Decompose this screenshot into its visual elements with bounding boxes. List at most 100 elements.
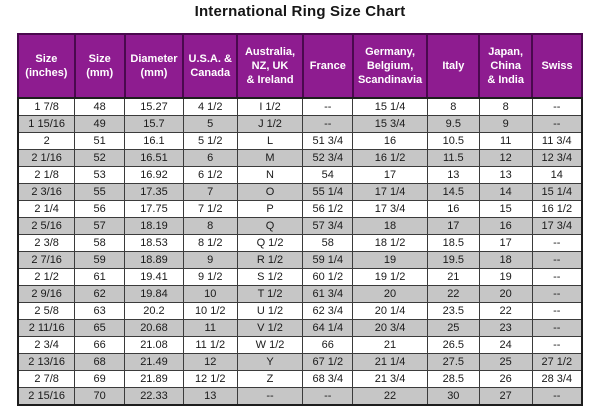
table-cell: 21.49 <box>124 353 184 371</box>
table-cell: 19 <box>478 268 533 286</box>
table-cell: 7 1/2 <box>182 200 238 218</box>
col-header-japan-china-india: Japan, China & India <box>478 33 534 99</box>
table-cell: 26.5 <box>426 336 480 354</box>
table-cell: 56 <box>74 200 126 218</box>
table-cell: 27 1/2 <box>531 353 583 371</box>
table-cell: 16 <box>352 132 428 150</box>
table-cell: 67 1/2 <box>302 353 354 371</box>
table-cell: 8 <box>182 217 238 235</box>
table-cell: P <box>236 200 304 218</box>
table-cell: 13 <box>426 166 480 184</box>
table-cell: 58 <box>74 234 126 252</box>
ring-size-table: Size (inches) Size (mm) Diameter (mm) U.… <box>17 33 583 406</box>
table-cell: 6 <box>182 149 238 167</box>
table-cell: 20 3/4 <box>352 319 428 337</box>
table-row: 2 5/8 63 20.2 10 1/2 U 1/2 62 3/4 20 1/4 23.5 22… <box>17 302 583 320</box>
table-cell: 2 3/4 <box>17 336 76 354</box>
table-cell: 2 3/16 <box>17 183 76 201</box>
table-row: 2 15/16 70 22.33 13 -- -- 22 30 27 -- <box>17 387 583 406</box>
table-cell: 21.08 <box>124 336 184 354</box>
table-cell: 21 <box>426 268 480 286</box>
table-cell: -- <box>531 302 583 320</box>
table-cell: 30 <box>426 387 480 406</box>
table-cell: 1 15/16 <box>17 115 76 133</box>
table-cell: 19 1/2 <box>352 268 428 286</box>
table-cell: 15 1/4 <box>352 97 428 116</box>
table-cell: 17 <box>352 166 428 184</box>
table-cell: 2 3/8 <box>17 234 76 252</box>
table-cell: 17 <box>478 234 533 252</box>
table-cell: 13 <box>182 387 238 406</box>
table-cell: 18.19 <box>124 217 184 235</box>
table-row: 1 7/8 48 15.27 4 1/2 I 1/2 -- 15 1/4 8 8 -- <box>17 97 583 116</box>
table-cell: 2 13/16 <box>17 353 76 371</box>
table-cell: 2 1/8 <box>17 166 76 184</box>
table-cell: 59 <box>74 251 126 269</box>
table-cell: 2 9/16 <box>17 285 76 303</box>
table-cell: 4 1/2 <box>182 97 238 116</box>
table-row: 2 9/16 62 19.84 10 T 1/2 61 3/4 20 22 20 -- <box>17 285 583 303</box>
table-cell: 55 1/4 <box>302 183 354 201</box>
table-cell: 2 1/2 <box>17 268 76 286</box>
table-cell: 22 <box>426 285 480 303</box>
table-cell: 22 <box>478 302 533 320</box>
table-cell: 23 <box>478 319 533 337</box>
table-cell: 14 <box>531 166 583 184</box>
table-cell: 66 <box>302 336 354 354</box>
col-header-germany-belgium-scandinavia: Germany, Belgium, Scandinavia <box>351 33 429 99</box>
table-cell: 9.5 <box>426 115 480 133</box>
table-cell: 53 <box>74 166 126 184</box>
table-cell: 20 <box>352 285 428 303</box>
table-row: 2 3/4 66 21.08 11 1/2 W 1/2 66 21 26.5 24 -- <box>17 336 583 354</box>
table-cell: 6 1/2 <box>182 166 238 184</box>
table-cell: V 1/2 <box>236 319 304 337</box>
table-cell: 2 5/8 <box>17 302 76 320</box>
table-cell: 14 <box>478 183 533 201</box>
table-cell: 61 3/4 <box>302 285 354 303</box>
table-cell: 16 1/2 <box>531 200 583 218</box>
table-cell: 20 1/4 <box>352 302 428 320</box>
table-cell: J 1/2 <box>236 115 304 133</box>
table-cell: 16.1 <box>124 132 184 150</box>
table-cell: -- <box>531 319 583 337</box>
table-cell: 10 1/2 <box>182 302 238 320</box>
col-header-australia-nz-uk-ireland: Australia, NZ, UK & Ireland <box>236 33 304 99</box>
table-cell: 13 <box>478 166 533 184</box>
table-cell: 2 1/16 <box>17 149 76 167</box>
table-cell: O <box>236 183 304 201</box>
table-cell: W 1/2 <box>236 336 304 354</box>
table-cell: 10.5 <box>426 132 480 150</box>
table-cell: 17.35 <box>124 183 184 201</box>
table-cell: Z <box>236 370 304 388</box>
table-cell: 65 <box>74 319 126 337</box>
table-cell: 15.27 <box>124 97 184 116</box>
table-cell: 59 1/4 <box>302 251 354 269</box>
table-cell: 16 1/2 <box>352 149 428 167</box>
table-cell: -- <box>531 268 583 286</box>
table-cell: 52 3/4 <box>302 149 354 167</box>
table-cell: 18.89 <box>124 251 184 269</box>
table-cell: Q 1/2 <box>236 234 304 252</box>
table-cell: -- <box>302 97 354 116</box>
table-cell: 16.51 <box>124 149 184 167</box>
table-cell: 2 5/16 <box>17 217 76 235</box>
table-cell: T 1/2 <box>236 285 304 303</box>
table-cell: 57 3/4 <box>302 217 354 235</box>
table-cell: 19.5 <box>426 251 480 269</box>
table-cell: 70 <box>74 387 126 406</box>
table-cell: 15 3/4 <box>352 115 428 133</box>
table-row: 2 7/8 69 21.89 12 1/2 Z 68 3/4 21 3/4 28.5 26 28 … <box>17 370 583 388</box>
table-cell: 2 7/8 <box>17 370 76 388</box>
table-cell: 15 1/4 <box>531 183 583 201</box>
table-cell: 2 <box>17 132 76 150</box>
table-cell: 2 15/16 <box>17 387 76 406</box>
table-cell: 2 11/16 <box>17 319 76 337</box>
table-cell: 17 1/4 <box>352 183 428 201</box>
table-cell: 62 3/4 <box>302 302 354 320</box>
table-cell: Q <box>236 217 304 235</box>
table-cell: 15.7 <box>124 115 184 133</box>
table-cell: -- <box>531 387 583 406</box>
table-cell: S 1/2 <box>236 268 304 286</box>
table-row: 2 1/2 61 19.41 9 1/2 S 1/2 60 1/2 19 1/2 21 19 -- <box>17 268 583 286</box>
